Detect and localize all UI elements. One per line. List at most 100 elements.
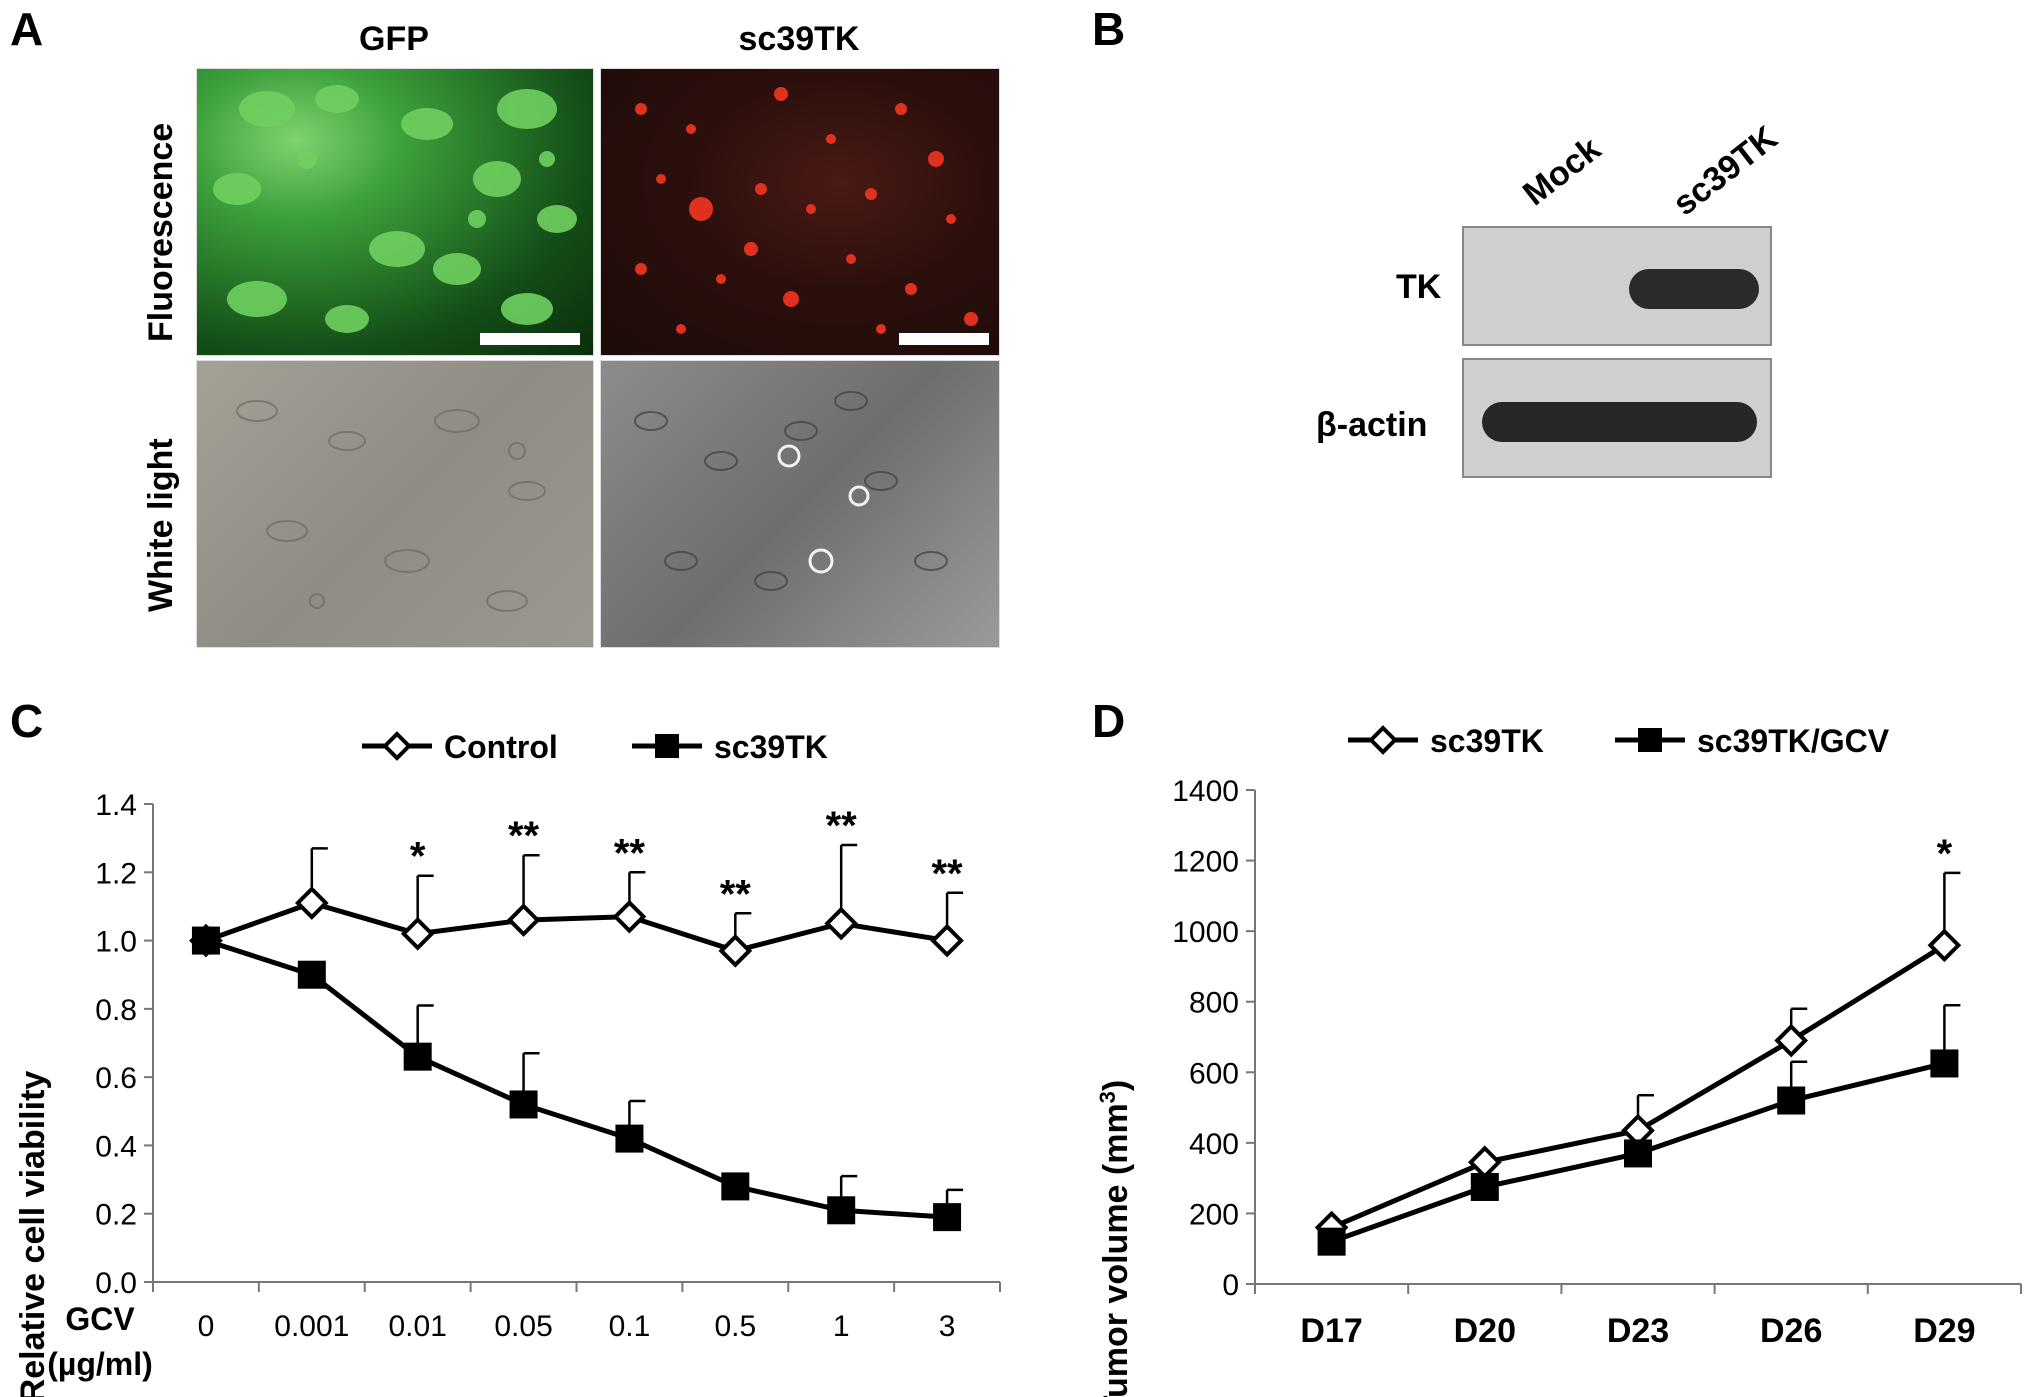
series-line [205,900,948,954]
panel-letter-c: C [10,695,44,747]
legend-c: Control sc39TK [362,729,828,765]
y-axis-label-c: Relative cell viability [14,1071,52,1397]
legend-label-sc39tk: sc39TK [1430,723,1544,759]
data-point [824,906,859,941]
legend-marker-sc39tk [655,734,679,758]
x-tick-label: 0.001 [274,1310,349,1343]
gfp-white-light-image [196,360,594,648]
x-tick-label: D20 [1454,1312,1516,1350]
y-tick-label: 0.4 [95,1130,137,1163]
y-tick-label: 0.6 [95,1062,137,1095]
tk-blot [1462,226,1772,346]
panel-letter-a: A [10,3,44,55]
lane-label-sc39tk: sc39TK [1665,118,1785,224]
significance-marker: * [1937,832,1953,876]
column-label-sc39tk: sc39TK [738,20,860,58]
data-point [1467,1145,1502,1180]
legend-marker-control [382,731,412,761]
significance-marker: ** [614,831,646,875]
significance-marker: * [410,835,426,879]
y-tick-label: 800 [1189,987,1239,1020]
significance-marker: ** [720,872,752,916]
y-tick-label: 0.2 [95,1199,137,1232]
data-point [718,933,753,968]
y-tick-label: 1.4 [95,789,137,822]
data-point [1624,1139,1652,1168]
legend-label-sc39tk-gcv: sc39TK/GCV [1697,723,1890,759]
y-axis-label-d: Tumor volume (mm3) [1095,1080,1135,1397]
legend-label-control: Control [444,729,558,765]
legend-label-sc39tk: sc39TK [714,729,828,765]
beta-actin-blot [1462,358,1772,478]
x-tick-label: 0.01 [388,1310,446,1343]
gfp-brightfield-graphic [236,400,546,612]
data-point [1777,1086,1806,1115]
y-tick-label: 400 [1189,1128,1239,1161]
x-tick-label: D29 [1913,1312,1975,1350]
panel-c-chart: Control sc39TK 0.0 0.2 0.4 0.6 0.8 1.0 1.2 1.4 0… [14,729,1001,1397]
sc39tk-fluorescence-image [600,68,1000,356]
legend-marker-sc39tk [1368,725,1398,755]
data-point [400,916,435,951]
scale-bar [899,333,989,345]
significance-marker: ** [508,814,540,858]
data-point [294,886,329,920]
x-tick-label: 0.05 [494,1310,552,1343]
significance-marker: ** [931,852,963,896]
blot-label-tk: TK [1396,268,1442,306]
x-tick-label: 3 [939,1310,956,1343]
y-tick-label: 200 [1189,1198,1239,1231]
legend-marker-sc39tk-gcv [1638,728,1662,752]
x-tick-label: D23 [1607,1312,1669,1350]
y-tick-label: 0.0 [95,1267,137,1300]
panel-d-chart: sc39TK sc39TK/GCV 0 200 400 600 800 1000 1200 1… [1095,723,2022,1397]
data-point [403,1042,432,1071]
gfp-cells-graphic [213,85,577,333]
data-point [612,899,647,934]
data-point [297,960,326,989]
panel-letter-b: B [1092,3,1126,55]
x-axis-unit-c: (µg/ml) [47,1346,153,1382]
data-point [615,1124,644,1153]
data-point [1774,1023,1809,1058]
data-point [1470,1172,1499,1201]
tk-band [1629,269,1759,309]
sc39tk-cells-graphic [635,87,978,334]
blot-label-beta-actin: β-actin [1316,406,1428,444]
beta-actin-band [1482,402,1757,442]
y-tick-label: 600 [1189,1057,1239,1090]
significance-marker: ** [826,804,858,848]
y-tick-label: 1000 [1172,916,1239,949]
data-point [930,923,964,958]
row-label-fluorescence: Fluorescence [142,122,180,342]
data-point [933,1203,962,1232]
x-tick-label: D26 [1760,1312,1822,1350]
series-line [205,938,948,1220]
column-label-gfp: GFP [359,20,429,58]
y-tick-label: 1.0 [95,926,137,959]
data-point [509,1090,538,1119]
x-tick-label: 0 [198,1310,215,1343]
sc39tk-brightfield-graphic [634,391,948,591]
data-point [1317,1227,1346,1256]
scale-bar [480,333,580,345]
y-tick-label: 1200 [1172,846,1239,879]
data-point [191,926,220,955]
row-label-white-light: White light [142,438,180,612]
y-tick-label: 1400 [1172,775,1239,808]
x-tick-label: 0.5 [714,1310,756,1343]
y-tick-label: 0.8 [95,994,137,1027]
legend-d: sc39TK sc39TK/GCV [1348,723,1890,759]
data-point [1930,1049,1959,1078]
x-tick-label: D17 [1300,1312,1362,1350]
panel-letter-d: D [1092,695,1126,747]
x-tick-label: 1 [833,1310,850,1343]
lane-label-mock: Mock [1515,129,1608,214]
data-point [827,1196,856,1225]
data-point [721,1172,750,1201]
x-axis-title-c: GCV [65,1301,135,1337]
data-point [1927,928,1962,963]
x-tick-label: 0.1 [609,1310,651,1343]
data-point [506,903,541,937]
sc39tk-white-light-image [600,360,1000,648]
